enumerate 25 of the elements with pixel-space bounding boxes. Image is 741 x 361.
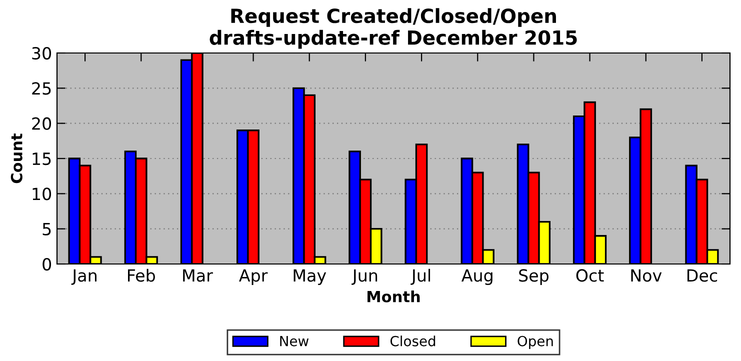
x-tick-label: Aug	[461, 269, 492, 285]
x-tick-label: Mar	[183, 269, 213, 282]
legend-label: New	[280, 336, 309, 346]
x-tick-label: Feb	[128, 268, 155, 282]
x-tick-label: Oct	[576, 269, 604, 282]
y-tick-label: 15	[32, 152, 51, 166]
y-tick-label: 30	[32, 46, 52, 60]
y-tick-label: 25	[32, 82, 51, 95]
legend-label: Open	[518, 336, 553, 350]
x-tick-label: Dec	[687, 269, 718, 282]
legend-label: Closed	[390, 336, 436, 346]
chart-title: Request Created/Closed/Open drafts-update-ref December 2015	[210, 8, 577, 49]
x-tick-label: Apr	[239, 269, 268, 285]
y-tick-label: 5	[42, 223, 51, 236]
x-tick-label: Sep	[519, 269, 549, 285]
y-tick-label: 0	[42, 258, 52, 271]
x-axis-title: Month	[368, 290, 420, 302]
x-tick-label: Jul	[410, 268, 430, 285]
x-tick-label: May	[294, 269, 326, 285]
x-tick-label: Nov	[631, 269, 662, 282]
y-tick-label: 10	[32, 188, 52, 200]
y-tick-label: 20	[32, 117, 52, 130]
y-axis-title: Count	[10, 133, 22, 184]
x-tick-label: Jun	[352, 269, 378, 285]
x-tick-label: Jan	[71, 269, 96, 285]
